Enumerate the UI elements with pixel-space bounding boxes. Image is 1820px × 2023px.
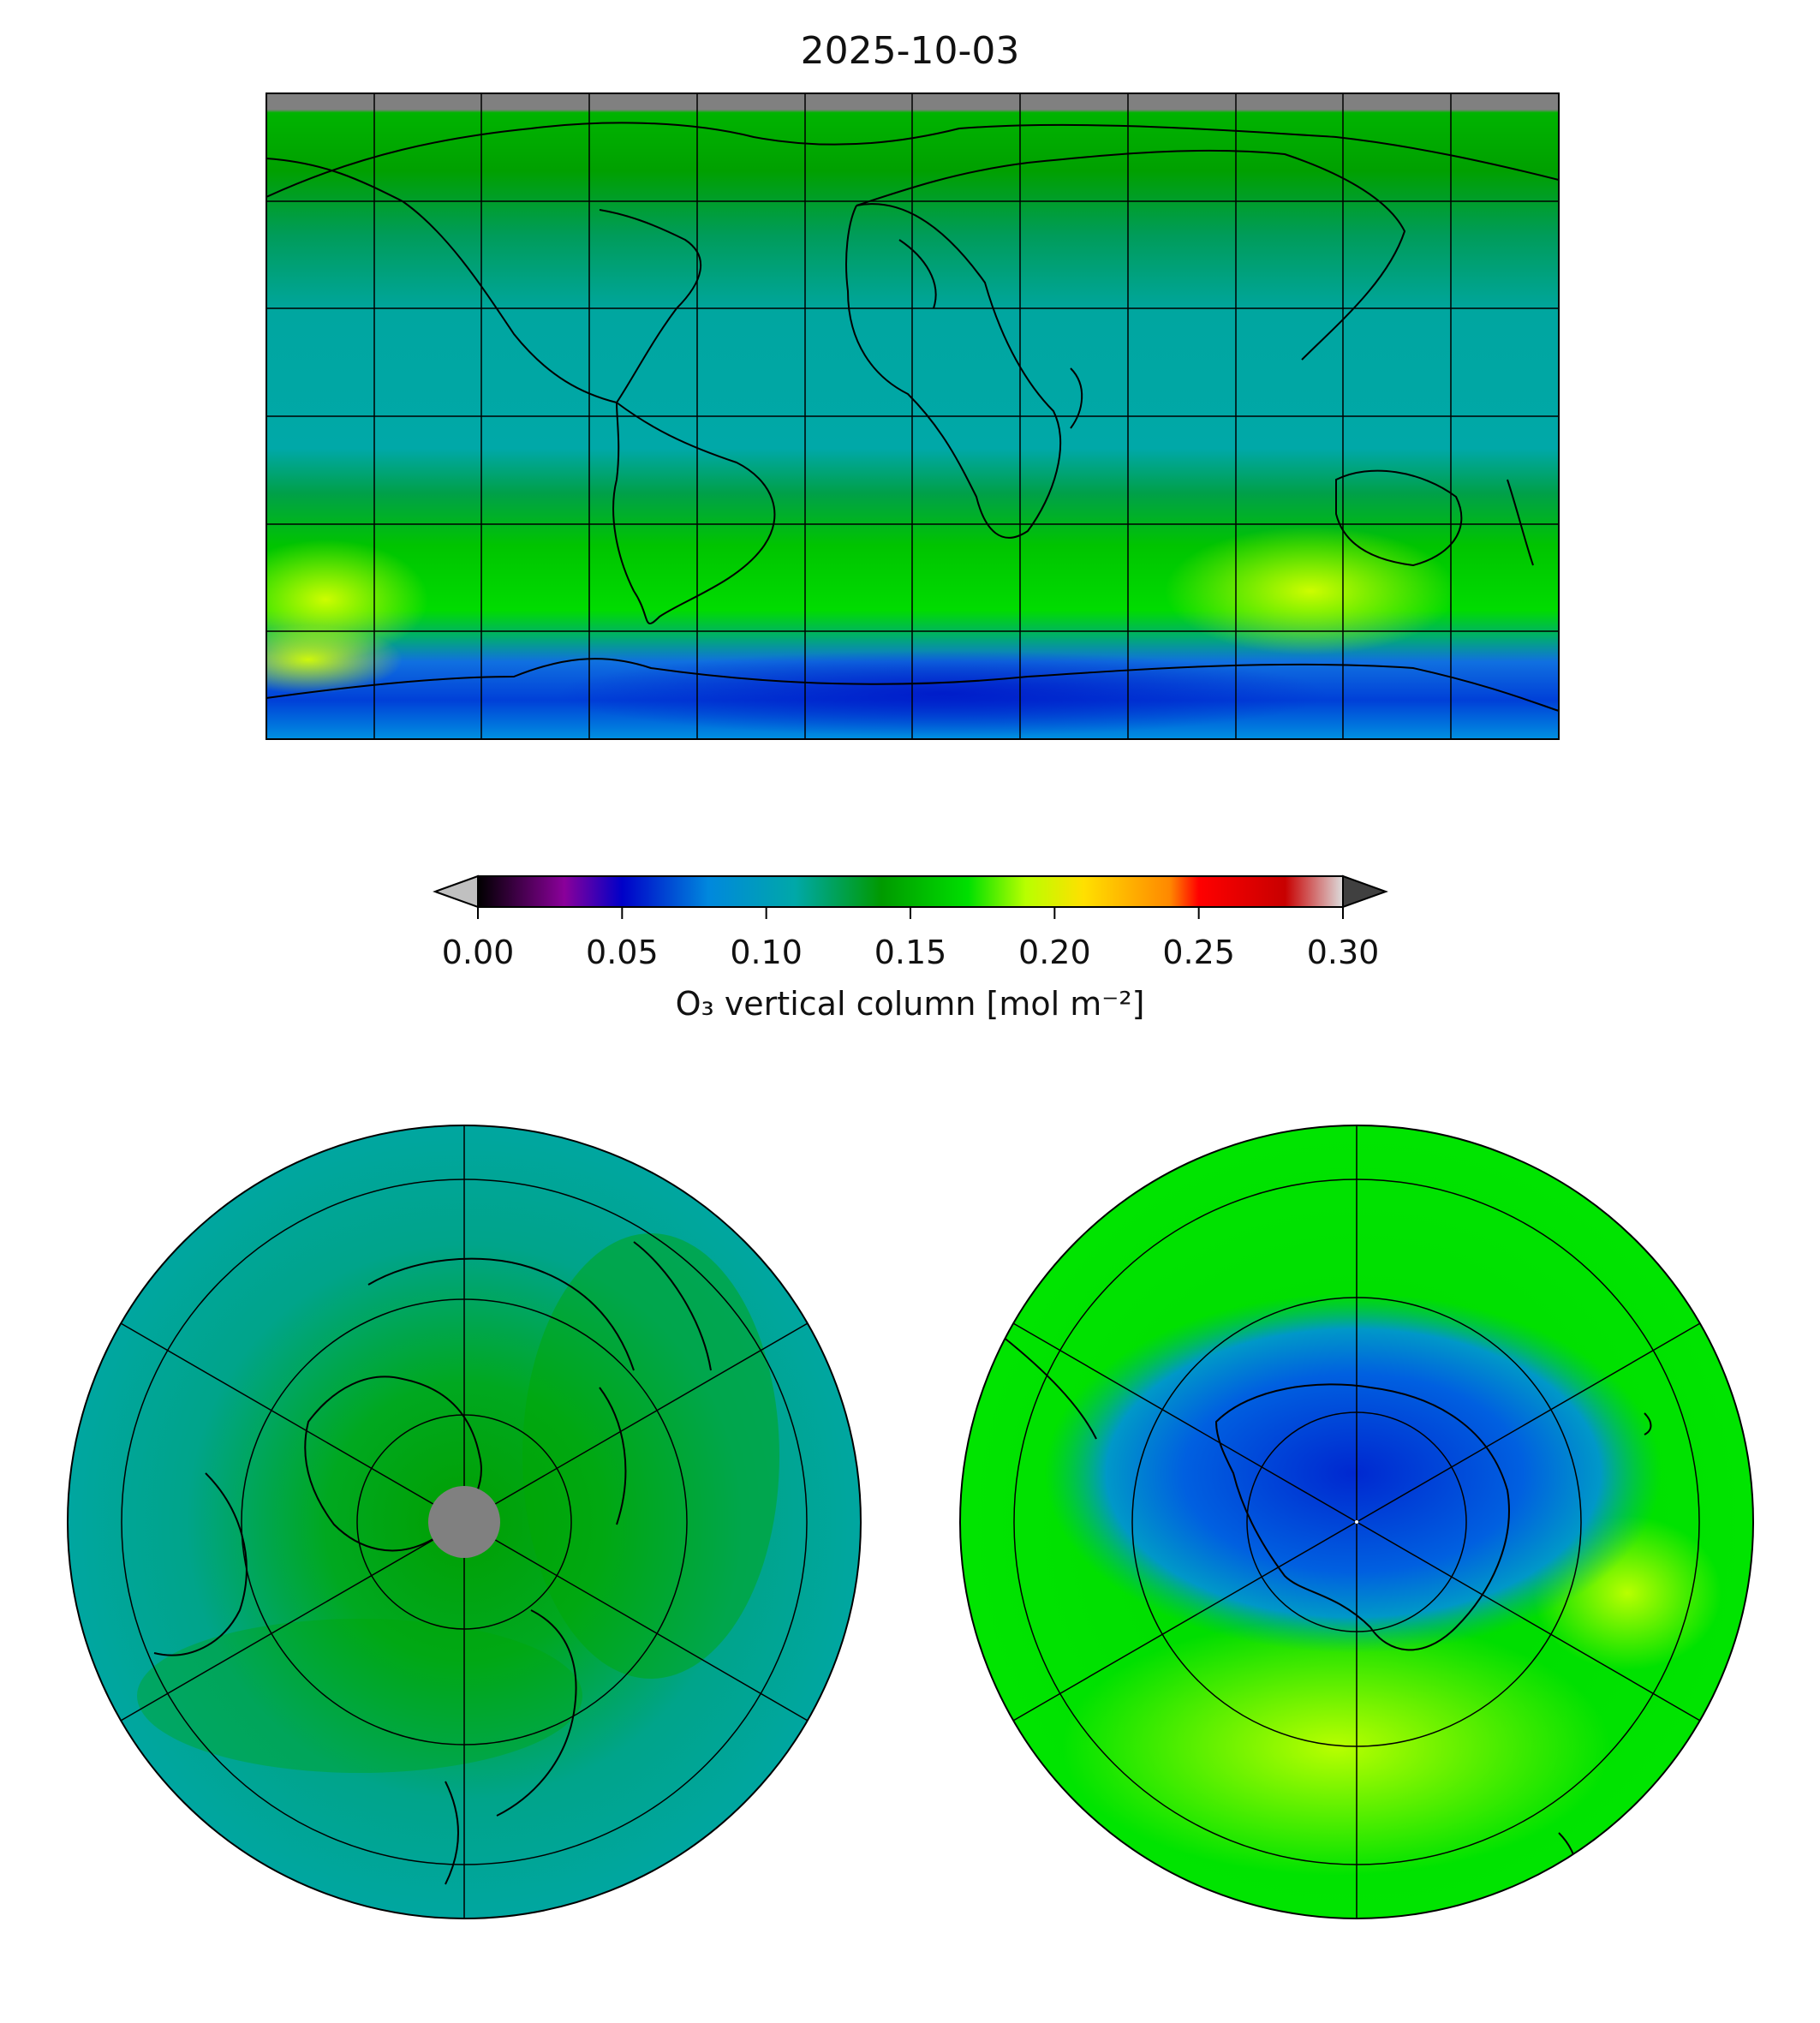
north-map-frame [67, 1125, 862, 1919]
colorbar-tick-label: 0.10 [730, 934, 803, 971]
figure-title: 2025-10-03 [800, 29, 1020, 73]
south-map-frame [959, 1125, 1754, 1919]
north-coastlines [153, 1241, 712, 1885]
high-ozone-patch-east [1165, 527, 1456, 655]
global-map [266, 92, 1560, 740]
north-polar-map [67, 1125, 862, 1919]
colorbar-tick-label: 0.30 [1306, 934, 1380, 971]
south-high-ozone-belt [1062, 1619, 1610, 1876]
colorbar-under-arrow [433, 874, 479, 909]
ozone-hole [1045, 1293, 1662, 1653]
colorbar-tick-label: 0.15 [874, 934, 947, 971]
colorbar-tick-label: 0.20 [1018, 934, 1091, 971]
colorbar-label: O₃ vertical column [mol m⁻²] [675, 985, 1145, 1023]
global-coastlines [266, 122, 1559, 712]
global-map-frame [266, 92, 1560, 740]
colorbar-tick-label: 0.05 [586, 934, 659, 971]
south-pole-point [1355, 1520, 1358, 1524]
south-polar-map [959, 1125, 1754, 1919]
colorbar-ticks [477, 907, 1344, 919]
low-ozone-patch-antarctic [557, 651, 1328, 737]
north-green-band [522, 1233, 779, 1679]
colorbar-body [477, 875, 1344, 908]
north-pole-missing-data [428, 1486, 500, 1558]
global-gridlines [266, 93, 1559, 739]
colorbar-tick-label: 0.25 [1162, 934, 1235, 971]
colorbar-tick-label: 0.00 [441, 934, 515, 971]
high-ozone-patch-south-west [266, 625, 403, 694]
north-green-band-2 [137, 1619, 582, 1773]
colorbar [433, 874, 1388, 919]
colorbar-over-arrow [1342, 874, 1388, 909]
